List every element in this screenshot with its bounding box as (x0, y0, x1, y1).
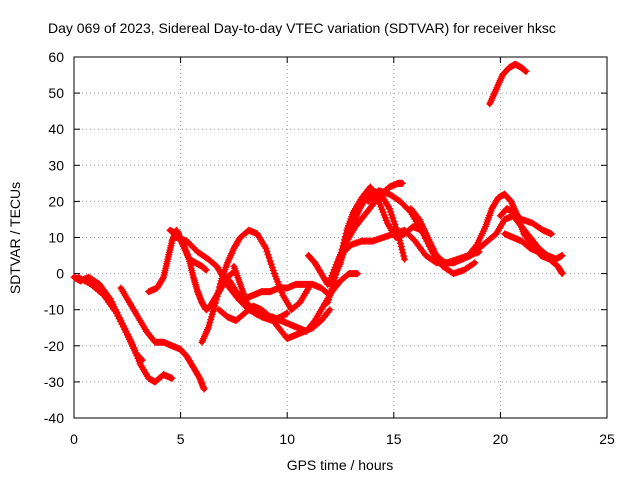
series-track-2 (74, 273, 146, 364)
data-point (398, 179, 406, 187)
data-point (212, 296, 220, 304)
data-point (414, 214, 422, 222)
data-point (200, 385, 208, 393)
data-point (399, 249, 407, 257)
data-point (266, 257, 274, 265)
data-point (325, 307, 333, 315)
data-point (216, 283, 224, 291)
data-point (262, 244, 270, 252)
data-points (70, 60, 566, 393)
series-track-18 (496, 205, 556, 238)
x-tick-label: 10 (279, 431, 295, 447)
y-tick-label: 0 (56, 266, 64, 282)
data-point (386, 205, 394, 213)
data-point (265, 254, 273, 262)
data-point (396, 239, 404, 247)
data-point (213, 293, 221, 301)
data-point (472, 242, 480, 250)
x-tick-label: 15 (386, 431, 402, 447)
data-point (215, 286, 223, 294)
y-axis-label: SDTVAR / TECUs (7, 182, 23, 294)
data-point (558, 252, 566, 260)
data-point (522, 67, 530, 75)
series-track-3 (117, 284, 208, 393)
data-point (138, 356, 146, 364)
data-point (267, 260, 275, 268)
x-axis-label: GPS time / hours (287, 457, 394, 473)
axis-ticks: 0 5 10 15 20 25 -40 -30 -20 -10 0 10 20 30 40 50 60 (44, 49, 615, 447)
y-tick-label: 10 (48, 230, 64, 246)
data-point (202, 266, 210, 274)
data-point (326, 306, 334, 314)
y-tick-label: 60 (48, 49, 64, 65)
data-point (98, 290, 106, 298)
data-point (471, 259, 479, 267)
y-tick-label: 30 (48, 157, 64, 173)
series-track-7 (198, 226, 313, 346)
x-tick-label: 25 (599, 431, 615, 447)
data-point (398, 246, 406, 254)
data-point (159, 275, 167, 283)
data-point (397, 243, 405, 251)
data-point (211, 302, 219, 310)
data-point (137, 355, 145, 363)
series-track-9 (215, 302, 334, 343)
y-tick-label: -10 (44, 302, 64, 318)
data-point (469, 260, 477, 268)
x-tick-label: 20 (493, 431, 509, 447)
data-point (389, 214, 397, 222)
y-tick-label: 50 (48, 85, 64, 101)
data-point (390, 217, 398, 225)
y-tick-label: -40 (44, 410, 64, 426)
data-point (388, 211, 396, 219)
y-tick-label: 40 (48, 121, 64, 137)
x-tick-label: 0 (70, 431, 78, 447)
data-point (548, 230, 556, 238)
data-point (354, 270, 362, 278)
chart-title: Day 069 of 2023, Sidereal Day-to-day VTE… (48, 20, 556, 36)
data-point (264, 251, 272, 259)
data-point (283, 309, 291, 317)
data-point (391, 220, 399, 228)
data-point (269, 266, 277, 274)
data-point (212, 299, 220, 307)
data-point (558, 270, 566, 278)
data-point (263, 247, 271, 255)
x-tick-label: 5 (177, 431, 185, 447)
data-point (214, 289, 222, 297)
data-point (400, 255, 408, 263)
data-point (268, 263, 276, 271)
series-track-20 (486, 60, 530, 108)
y-tick-label: -20 (44, 338, 64, 354)
y-tick-label: 20 (48, 193, 64, 209)
series-track-14 (364, 187, 479, 278)
series-track-19 (501, 230, 566, 263)
data-point (216, 280, 224, 288)
data-point (400, 252, 408, 260)
data-point (387, 208, 395, 216)
y-tick-label: -30 (44, 374, 64, 390)
data-point (168, 374, 176, 382)
